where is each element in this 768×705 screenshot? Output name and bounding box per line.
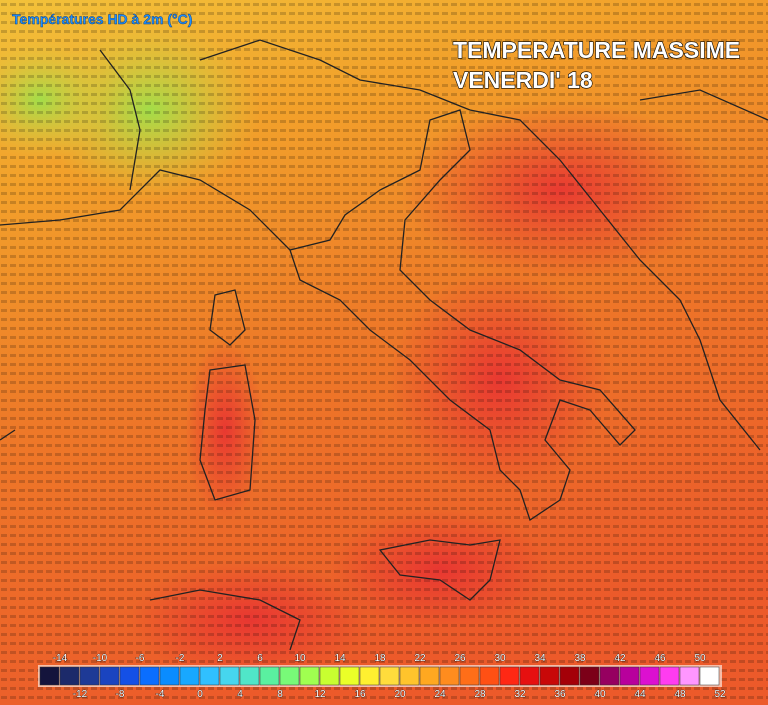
legend-swatch: [79, 666, 100, 686]
legend-label: 16: [354, 689, 366, 700]
legend-swatch: [659, 666, 680, 686]
legend-label: -4: [156, 689, 165, 700]
legend-label: 44: [634, 689, 646, 700]
legend-label: 24: [434, 689, 446, 700]
legend-swatch: [579, 666, 600, 686]
coastlines: [0, 39, 768, 651]
legend-label: 42: [614, 653, 626, 664]
legend-label: 48: [674, 689, 686, 700]
overlay-title: TEMPERATURE MASSIME: [453, 37, 740, 63]
legend-swatch: [499, 666, 520, 686]
legend-swatch: [559, 666, 580, 686]
legend-label: 26: [454, 653, 466, 664]
legend-label: 2: [217, 653, 223, 664]
map-title: Températures HD à 2m (°C): [12, 11, 192, 27]
legend-label: 10: [294, 653, 306, 664]
legend-swatch: [479, 666, 500, 686]
legend-swatch: [599, 666, 620, 686]
legend-swatch: [459, 666, 480, 686]
legend-swatch: [299, 666, 320, 686]
legend-swatch: [39, 666, 60, 686]
legend-label: 36: [554, 689, 566, 700]
legend-label: 22: [414, 653, 426, 664]
overlay-subtitle: VENERDI' 18: [453, 67, 593, 93]
legend-label: 14: [334, 653, 346, 664]
legend-label: -14: [53, 653, 68, 664]
legend-swatch: [419, 666, 440, 686]
legend-label: 4: [237, 689, 243, 700]
legend-label: 32: [514, 689, 526, 700]
legend-label: 46: [654, 653, 666, 664]
legend-label: 20: [394, 689, 406, 700]
legend-label: -8: [116, 689, 125, 700]
legend-swatch: [179, 666, 200, 686]
legend-label: 50: [694, 653, 706, 664]
legend-label: 34: [534, 653, 546, 664]
legend-swatch: [539, 666, 560, 686]
legend-label: 12: [314, 689, 326, 700]
legend-label: -2: [176, 653, 185, 664]
legend-label: 52: [714, 689, 726, 700]
legend-swatch: [639, 666, 660, 686]
legend-swatch: [159, 666, 180, 686]
legend-swatch: [139, 666, 160, 686]
legend-label: 6: [257, 653, 263, 664]
legend-label: 18: [374, 653, 386, 664]
legend-swatch: [219, 666, 240, 686]
legend-swatch: [399, 666, 420, 686]
legend-swatch: [439, 666, 460, 686]
legend-label: 28: [474, 689, 486, 700]
legend-swatch: [339, 666, 360, 686]
legend-swatch: [239, 666, 260, 686]
legend-swatch: [359, 666, 380, 686]
legend-swatch: [99, 666, 120, 686]
legend-label: 0: [197, 689, 203, 700]
legend-swatch: [319, 666, 340, 686]
legend-swatch: [619, 666, 640, 686]
legend-label: 8: [277, 689, 283, 700]
legend-label: 30: [494, 653, 506, 664]
legend-swatch: [379, 666, 400, 686]
color-legend: -14 -10 -6 -2 2 6 10 14 18 22 26 30 34 38 42 46 50-12 -8-…: [38, 653, 726, 700]
legend-swatch: [679, 666, 700, 686]
legend-label: -12: [73, 689, 88, 700]
legend-swatch: [199, 666, 220, 686]
legend-swatch: [699, 666, 720, 686]
legend-swatch: [259, 666, 280, 686]
legend-label: -6: [136, 653, 145, 664]
legend-label: 40: [594, 689, 606, 700]
legend-swatch: [59, 666, 80, 686]
legend-label: -10: [93, 653, 108, 664]
legend-swatch: [119, 666, 140, 686]
legend-swatch: [519, 666, 540, 686]
legend-swatch: [279, 666, 300, 686]
legend-label: 38: [574, 653, 586, 664]
